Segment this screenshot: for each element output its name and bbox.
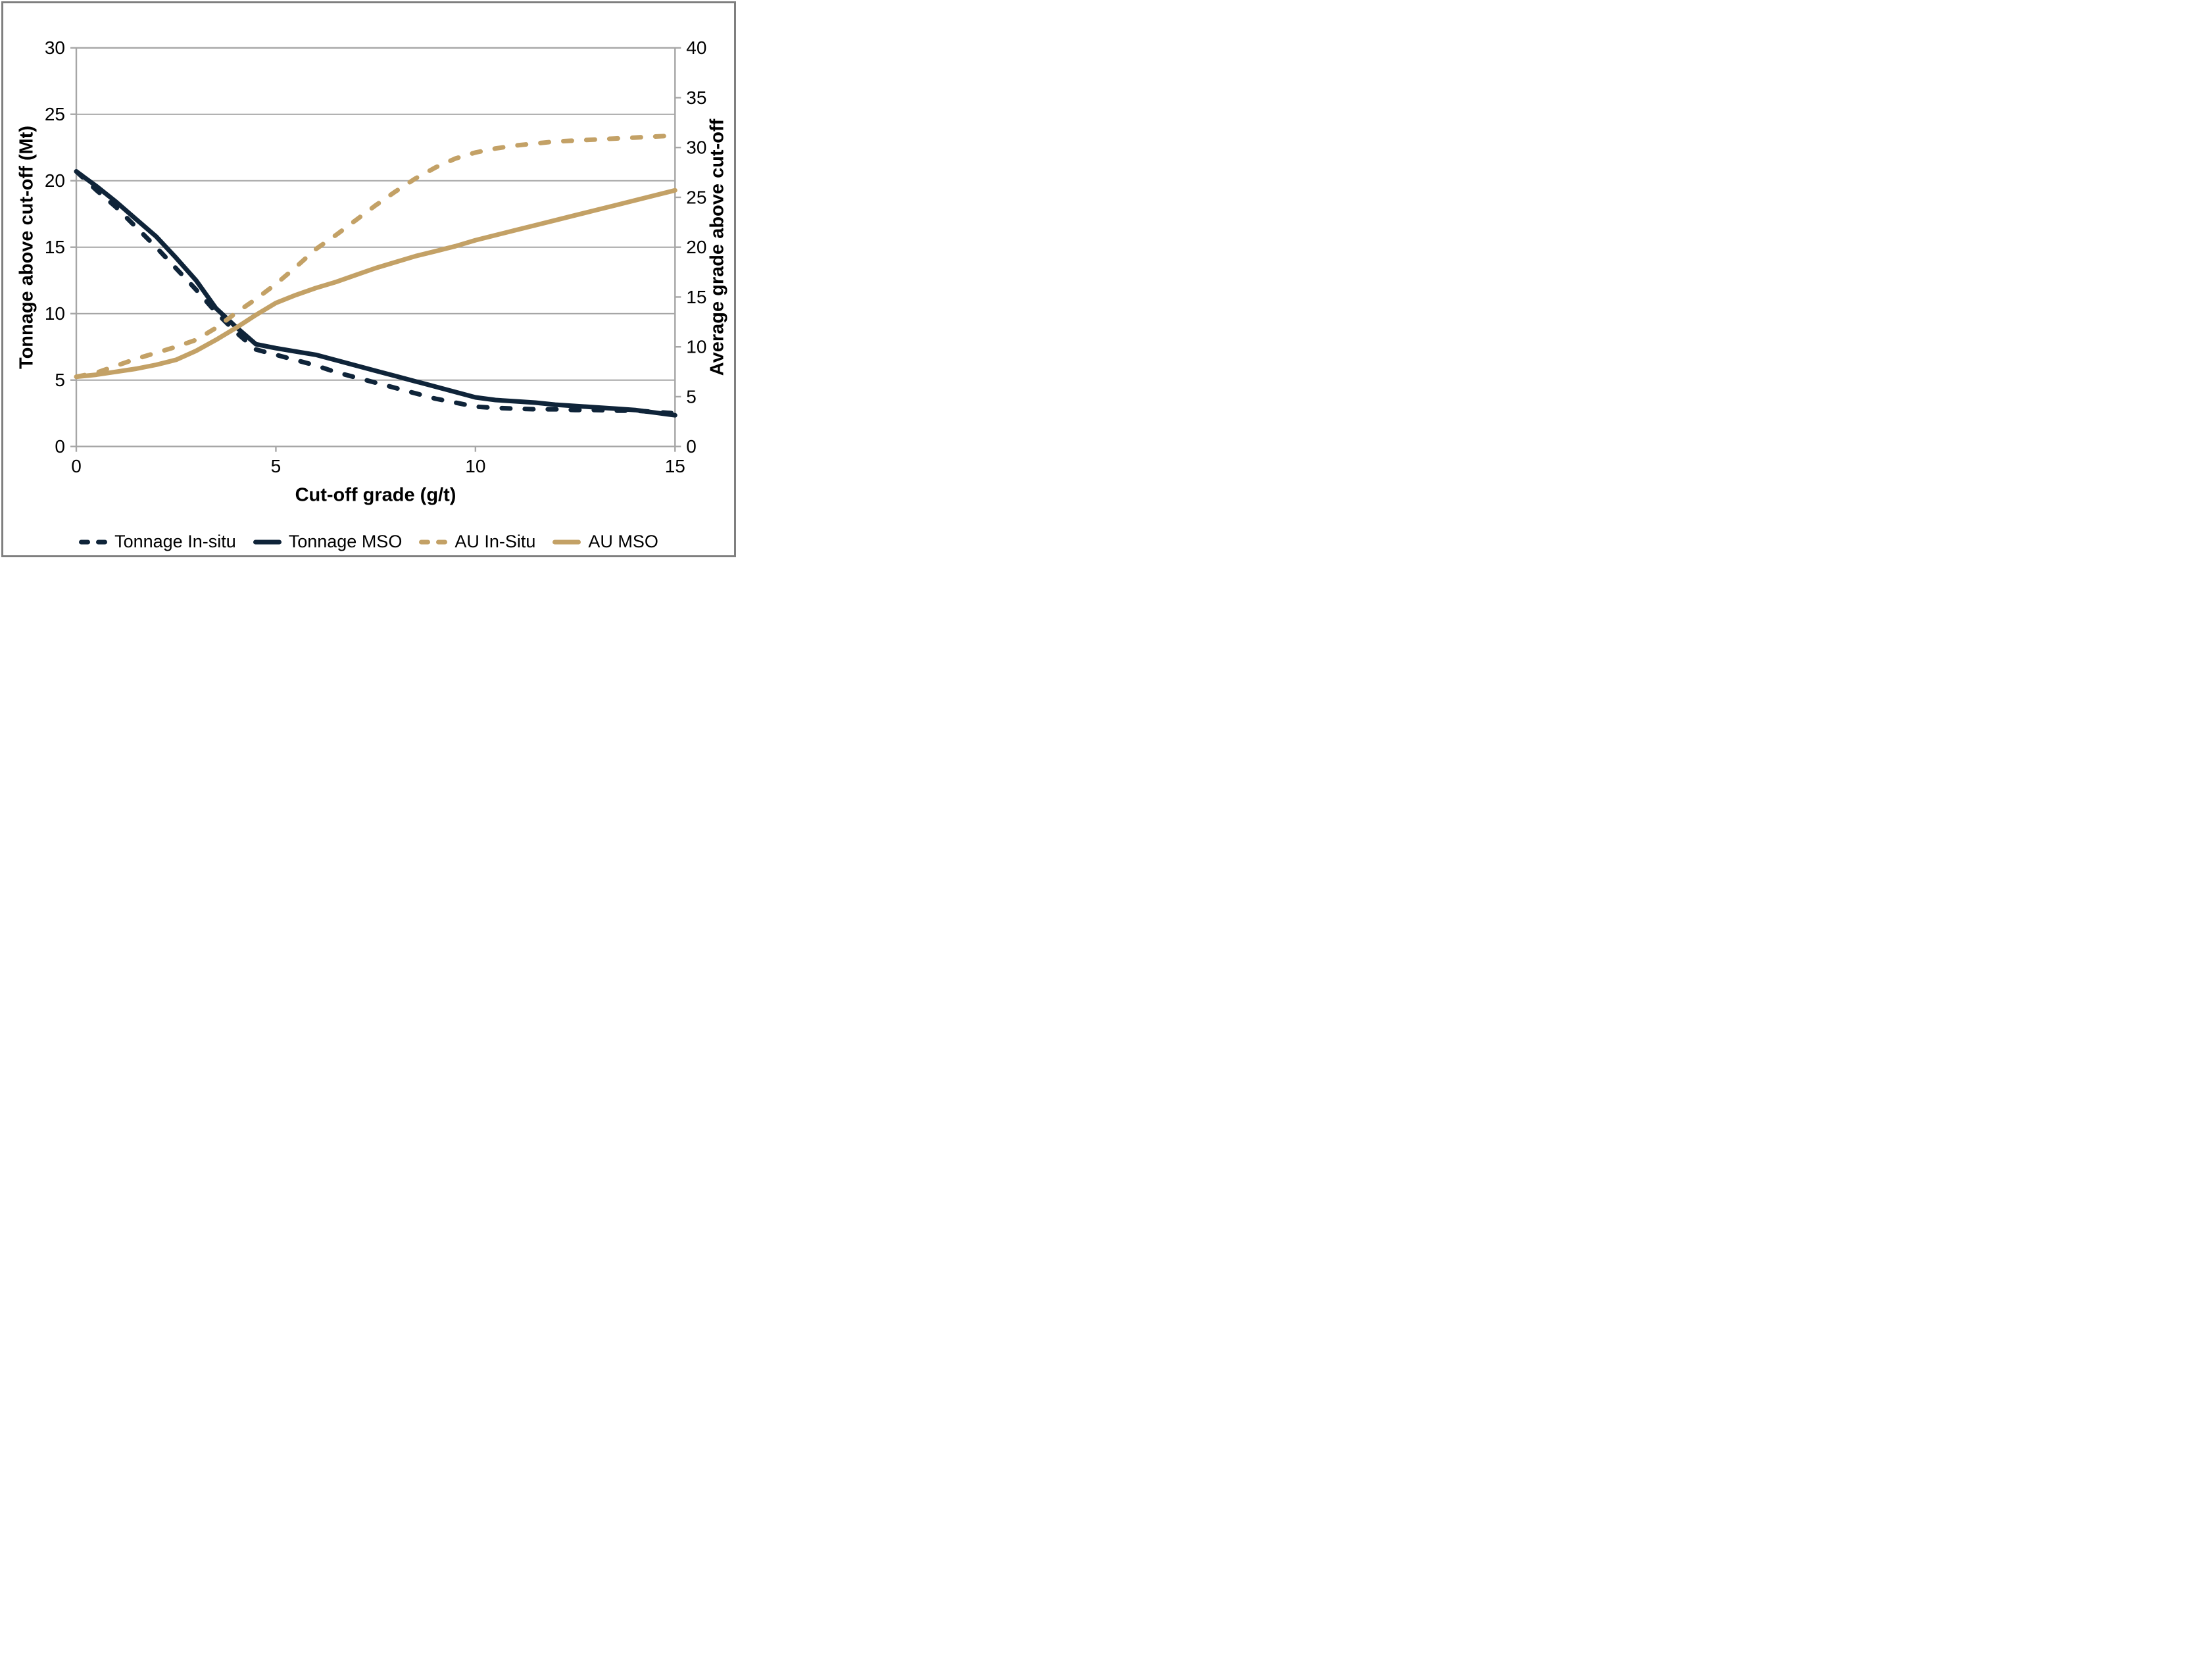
series-line-tonnage-in-situ	[74, 169, 677, 416]
dashed-line-swatch-icon	[419, 539, 448, 544]
legend-label: Tonnage MSO	[288, 532, 403, 551]
y-right-tick-label: 35	[686, 88, 706, 108]
y-right-tick-label: 30	[686, 138, 706, 158]
chart-legend: Tonnage In-situ Tonnage MSO AU In-Situ AU M…	[3, 532, 734, 552]
x-axis-title: Cut-off grade (g/t)	[295, 484, 456, 506]
y-right-tick-label: 10	[686, 337, 706, 357]
dashed-line-swatch-icon	[79, 539, 108, 544]
legend-label: AU In-Situ	[455, 532, 536, 551]
y-right-tick-label: 15	[686, 287, 706, 307]
legend-item-au-in-situ: AU In-Situ	[419, 532, 535, 552]
y-left-axis-title: Tonnage above cut-off (Mt)	[16, 126, 37, 369]
x-tick-label: 5	[271, 456, 282, 476]
y-right-axis-title: Average grade above cut-off	[706, 118, 728, 376]
legend-label: Tonnage In-situ	[114, 532, 236, 551]
x-tick-label: 10	[465, 456, 485, 476]
legend-label: AU MSO	[588, 532, 658, 551]
series-line-au-mso	[74, 188, 677, 380]
x-tick-label: 15	[665, 456, 685, 476]
y-right-tick-label: 5	[686, 386, 697, 407]
chart-frame: 0 5 10 15 20 25 30 0 5 10 15 20 25 30 35 40 0 5 10 15 Tonna…	[1, 1, 736, 557]
y-left-tick-label: 20	[45, 170, 65, 191]
legend-item-tonnage-mso: Tonnage MSO	[253, 532, 403, 552]
y-right-tick-label: 25	[686, 187, 706, 207]
y-right-tick-label: 20	[686, 237, 706, 257]
legend-item-tonnage-in-situ: Tonnage In-situ	[79, 532, 236, 552]
y-left-tick-label: 30	[45, 38, 65, 58]
y-left-tick-label: 0	[55, 436, 65, 457]
y-left-tick-label: 5	[55, 370, 65, 390]
solid-line-swatch-icon	[253, 539, 282, 544]
y-right-tick-label: 0	[686, 436, 697, 457]
grade-tonnage-chart: 0 5 10 15 20 25 30 0 5 10 15 20 25 30 35 40 0 5 10 15	[45, 38, 707, 476]
legend-item-au-mso: AU MSO	[553, 532, 658, 552]
x-tick-label: 0	[71, 456, 82, 476]
y-left-tick-label: 10	[45, 303, 65, 324]
solid-line-swatch-icon	[553, 539, 581, 544]
y-left-tick-label: 25	[45, 104, 65, 124]
series-line-tonnage-mso	[74, 169, 677, 418]
y-left-tick-label: 15	[45, 237, 65, 257]
series-line-au-in-situ	[74, 133, 677, 380]
y-right-tick-label: 40	[686, 38, 706, 58]
